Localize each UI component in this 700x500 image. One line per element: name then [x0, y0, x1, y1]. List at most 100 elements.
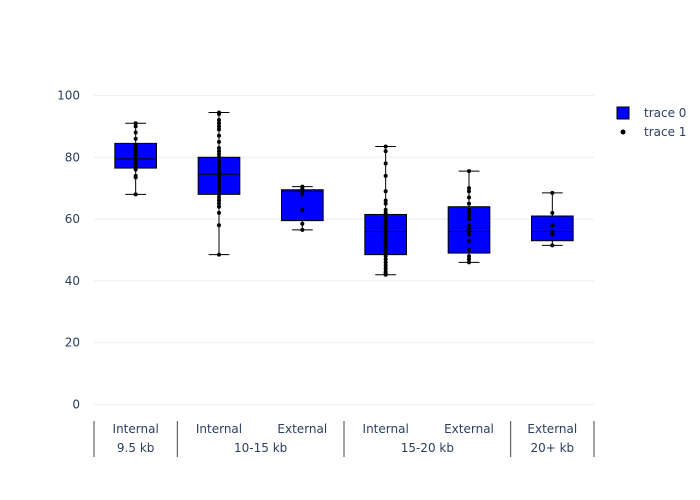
data-point[interactable] — [133, 142, 138, 147]
data-point[interactable] — [383, 223, 388, 228]
data-point[interactable] — [383, 244, 388, 249]
data-point[interactable] — [133, 152, 138, 157]
data-point[interactable] — [383, 217, 388, 222]
data-point[interactable] — [383, 266, 388, 271]
data-point[interactable] — [383, 235, 388, 240]
data-point[interactable] — [133, 155, 138, 160]
data-point[interactable] — [217, 186, 221, 191]
data-point[interactable] — [217, 204, 221, 209]
data-point[interactable] — [383, 149, 388, 154]
data-point[interactable] — [467, 186, 471, 191]
data-point[interactable] — [133, 124, 138, 129]
data-point[interactable] — [383, 210, 388, 215]
data-point[interactable] — [217, 149, 221, 154]
data-point[interactable] — [133, 130, 138, 135]
box-20+-kb-external[interactable] — [531, 192, 574, 246]
data-point[interactable] — [550, 210, 555, 215]
data-point[interactable] — [217, 201, 221, 206]
data-point[interactable] — [383, 161, 388, 166]
data-point[interactable] — [467, 169, 471, 174]
data-point[interactable] — [217, 110, 221, 115]
data-point[interactable] — [217, 173, 221, 178]
data-point[interactable] — [217, 195, 221, 200]
data-point[interactable] — [383, 189, 388, 194]
data-point[interactable] — [467, 260, 471, 265]
data-point[interactable] — [217, 161, 221, 166]
data-point[interactable] — [467, 210, 471, 215]
data-point[interactable] — [217, 133, 221, 138]
data-point[interactable] — [467, 189, 471, 194]
data-point[interactable] — [467, 201, 471, 206]
data-point[interactable] — [217, 127, 221, 132]
data-point[interactable] — [133, 161, 138, 166]
data-point[interactable] — [300, 189, 305, 194]
data-point[interactable] — [383, 238, 388, 243]
data-point[interactable] — [383, 248, 388, 252]
legend-item-trace-1[interactable]: trace 1 — [620, 125, 687, 139]
data-point[interactable] — [383, 226, 388, 231]
data-point[interactable] — [467, 229, 471, 234]
data-point[interactable] — [383, 220, 388, 225]
data-point[interactable] — [383, 214, 388, 218]
data-point[interactable] — [300, 227, 305, 232]
data-point[interactable] — [467, 248, 471, 252]
data-point[interactable] — [383, 241, 388, 246]
data-point[interactable] — [383, 269, 388, 274]
data-point[interactable] — [217, 118, 221, 123]
data-point[interactable] — [217, 252, 221, 257]
data-point[interactable] — [217, 180, 221, 184]
data-point[interactable] — [383, 263, 388, 268]
data-point[interactable] — [217, 198, 221, 203]
data-point[interactable] — [383, 254, 388, 259]
data-point[interactable] — [217, 183, 221, 188]
data-point[interactable] — [217, 164, 221, 169]
data-point[interactable] — [383, 201, 388, 206]
data-point[interactable] — [383, 229, 388, 234]
data-point[interactable] — [467, 207, 471, 212]
data-point[interactable] — [300, 192, 305, 197]
data-point[interactable] — [467, 254, 471, 259]
data-point[interactable] — [300, 207, 305, 212]
data-point[interactable] — [133, 167, 138, 172]
data-point[interactable] — [467, 214, 471, 218]
data-point[interactable] — [133, 149, 138, 154]
data-point[interactable] — [383, 198, 388, 203]
data-point[interactable] — [133, 146, 138, 150]
data-point[interactable] — [383, 260, 388, 265]
data-point[interactable] — [467, 232, 471, 237]
data-point[interactable] — [383, 173, 388, 178]
data-point[interactable] — [550, 223, 555, 228]
data-point[interactable] — [467, 226, 471, 231]
box-body[interactable] — [531, 215, 574, 242]
data-point[interactable] — [217, 121, 221, 126]
data-point[interactable] — [217, 139, 221, 144]
data-point[interactable] — [550, 229, 555, 234]
data-point[interactable] — [217, 167, 221, 172]
data-point[interactable] — [217, 210, 221, 215]
data-point[interactable] — [133, 192, 138, 197]
data-point[interactable] — [300, 184, 305, 189]
data-point[interactable] — [217, 158, 221, 163]
data-point[interactable] — [467, 257, 471, 262]
data-point[interactable] — [217, 170, 221, 175]
data-point[interactable] — [217, 124, 221, 129]
data-point[interactable] — [383, 207, 388, 212]
data-point[interactable] — [217, 146, 221, 150]
data-point[interactable] — [467, 217, 471, 222]
data-point[interactable] — [383, 232, 388, 237]
data-point[interactable] — [217, 152, 221, 157]
data-point[interactable] — [133, 164, 138, 169]
data-point[interactable] — [300, 221, 305, 226]
data-point[interactable] — [383, 257, 388, 262]
data-point[interactable] — [467, 195, 471, 200]
data-point[interactable] — [133, 158, 138, 163]
data-point[interactable] — [383, 251, 388, 256]
data-point[interactable] — [133, 121, 138, 126]
data-point[interactable] — [217, 176, 221, 181]
data-point[interactable] — [133, 173, 138, 178]
data-point[interactable] — [550, 190, 555, 195]
data-point[interactable] — [217, 192, 221, 197]
data-point[interactable] — [133, 136, 138, 141]
data-point[interactable] — [217, 155, 221, 160]
data-point[interactable] — [217, 189, 221, 194]
